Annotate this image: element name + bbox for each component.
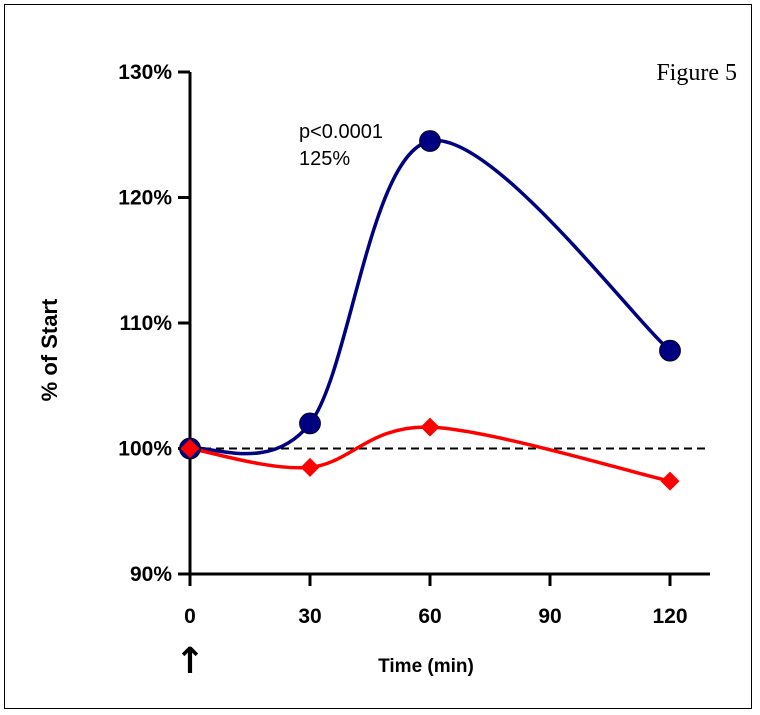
y-tick-label: 100%	[118, 438, 172, 461]
series-red-point	[660, 471, 680, 491]
figure-frame	[4, 4, 752, 709]
y-tick-label: 90%	[130, 563, 172, 586]
series-red-point	[180, 439, 200, 458]
series-blue-line	[189, 138, 672, 456]
series-blue-point	[419, 130, 441, 152]
x-axis-title: Time (min)	[378, 656, 474, 677]
y-tick-label: 120%	[118, 187, 172, 210]
x-tick-label: 120	[652, 605, 687, 628]
x-tick-group: 0 30 60 90 120	[184, 574, 688, 628]
x-tick-label: 60	[418, 605, 441, 628]
series-red-point	[300, 457, 320, 477]
series-red-line	[189, 425, 671, 483]
x-tick-label: 0	[184, 605, 196, 628]
y-tick-label: 110%	[119, 312, 172, 335]
series-blue-point	[659, 339, 681, 362]
series-red-point	[420, 417, 440, 437]
start-arrow-icon: ↑	[175, 641, 205, 682]
marker-group	[179, 130, 681, 491]
annotation-peak-percent: 125%	[299, 148, 350, 170]
series-blue-point	[299, 412, 321, 435]
x-tick-label: 30	[298, 605, 321, 628]
annotation-p-value: p<0.0001	[299, 121, 383, 143]
y-tick-label: 130%	[118, 61, 172, 84]
x-tick-label: 90	[538, 605, 561, 628]
y-axis-title: % of Start	[37, 298, 62, 401]
y-tick-group: 90% 100% 110% 120% 130%	[118, 61, 190, 586]
chart-title: Figure 5	[656, 60, 737, 86]
